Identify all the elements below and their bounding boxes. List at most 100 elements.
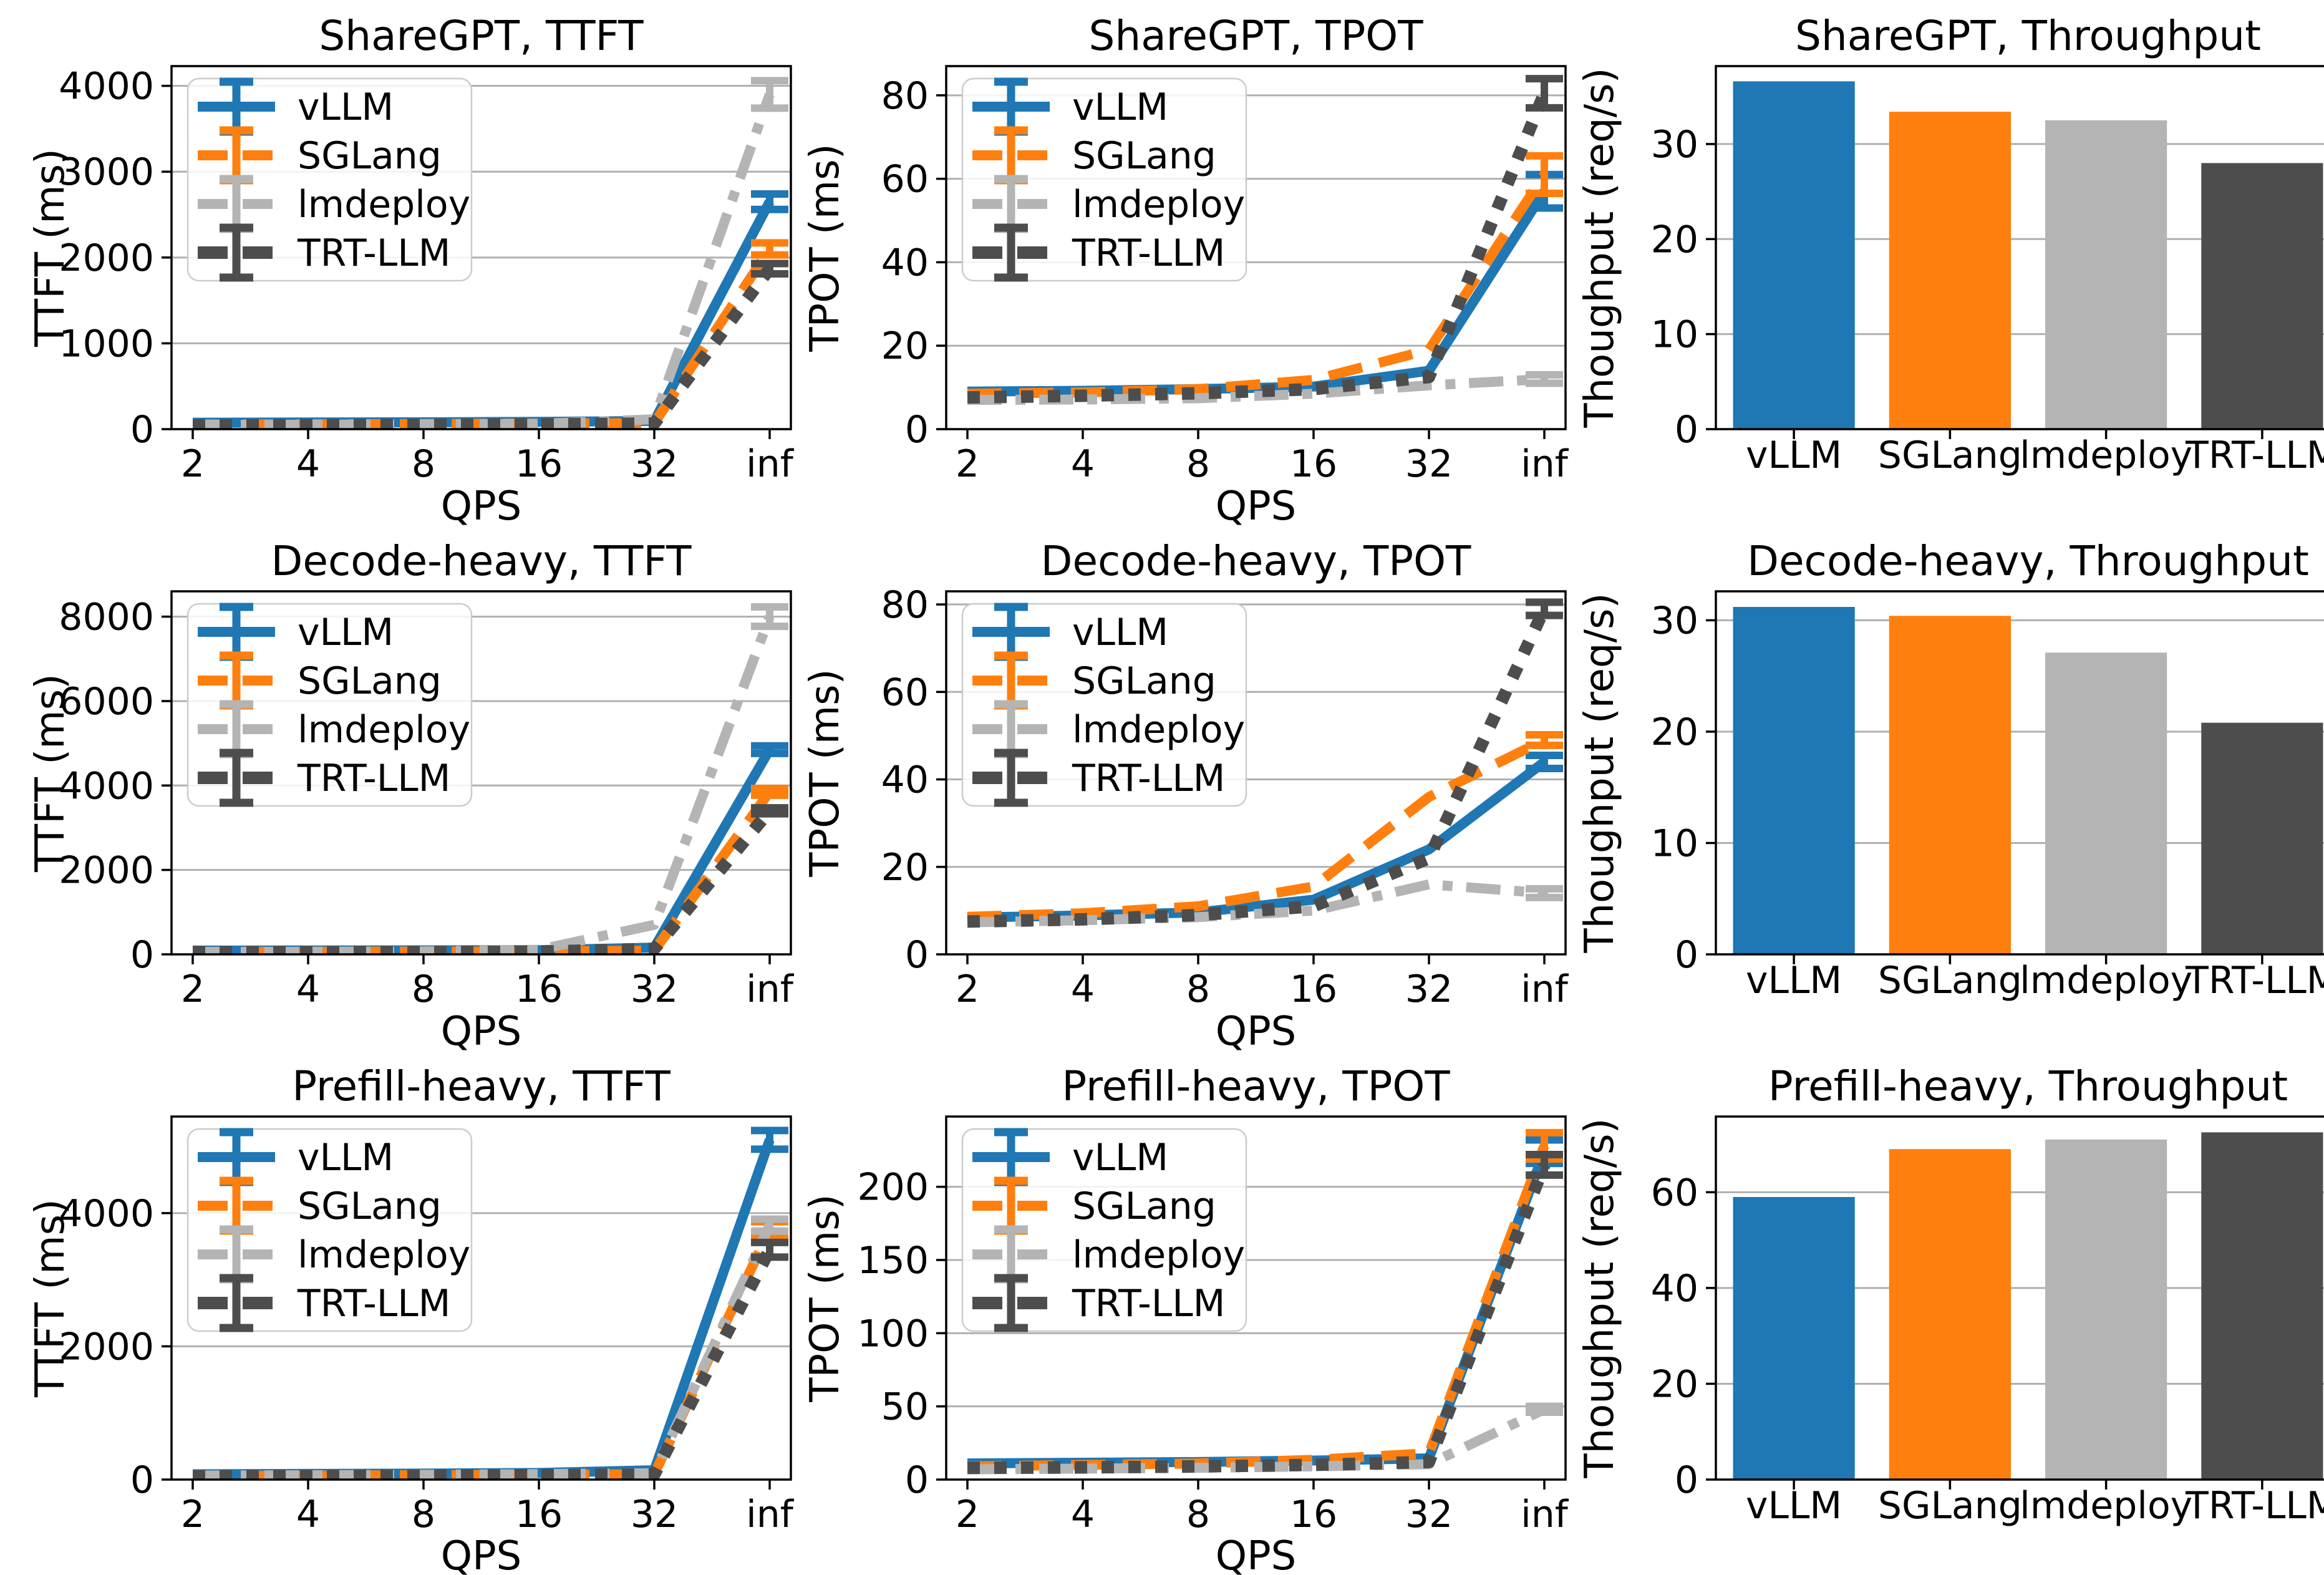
bar-vLLM [1733,606,1855,954]
y-tick-label: 2000 [59,236,154,280]
y-tick-label: 20 [1651,1362,1698,1406]
bar-TRT-LLM [2201,1132,2323,1480]
x-axis-label: QPS [441,1533,522,1575]
y-tick-label: 1000 [59,322,154,366]
y-tick-label: 20 [1651,218,1698,261]
x-tick-label: SGLang [1878,1484,2022,1528]
error-bar-SGLang [751,785,788,799]
error-bar-TRT-LLM [751,804,788,818]
chart-prefill-heavy-ttft: Prefill-heavy, TTFT TTFT (ms) 0 2000 4000 2 4 8… [25,1060,795,1575]
series-line-SGLang [192,788,774,954]
y-tick-label: 0 [1675,933,1698,977]
legend-entry-vLLM: vLLM [198,603,394,661]
axes-frame [945,65,1567,430]
legend-entry-vLLM: vLLM [972,1128,1168,1186]
y-axis-label: TTFT (ms) [27,1199,74,1398]
y-tick-label: 20 [1651,710,1698,754]
legend-label: TRT-LLM [1072,231,1225,275]
bar-lmdeploy [2045,120,2167,429]
x-tick-label: 4 [1071,967,1095,1011]
series-line-TRT-LLM [192,807,775,954]
x-tick-label: 16 [515,967,563,1011]
error-bar-TRT-LLM [1526,75,1563,112]
chart-prefill-heavy-throughput-svg: Prefill-heavy, Throughput Thoughput (req/… [1577,1062,2324,1528]
legend-entry-SGLang: SGLang [972,1176,1216,1235]
legend-label: lmdeploy [1072,1233,1245,1277]
legend-label: lmdeploy [298,1233,470,1277]
chart-prefill-heavy-tpot: Prefill-heavy, TPOT TPOT (ms) 0 50 100 150 200… [800,1060,1569,1575]
x-tick-label: 2 [956,1493,979,1536]
x-tick-label: 2 [181,967,205,1011]
bar-SGLang [1889,1149,2011,1480]
legend-label: vLLM [1072,85,1168,129]
legend-entry-lmdeploy: lmdeploy [972,700,1245,758]
chart-title: ShareGPT, TPOT [1088,12,1423,60]
x-tick-label: lmdeploy [2020,434,2192,477]
y-axis-label: Thoughput (req/s) [1577,68,1623,429]
bar-vLLM [1733,1196,1855,1480]
y-axis-label: TTFT (ms) [27,674,74,873]
error-bar-SGLang [1526,730,1563,749]
axes-frame [170,65,792,430]
legend: vLLM SGLang lmdeploy TRT-LLM [961,1128,1247,1332]
y-tick-label: 10 [1651,821,1698,865]
legend: vLLM SGLang lmdeploy TRT-LLM [186,603,473,807]
series-line-TRT-LLM [967,1162,1551,1475]
legend: vLLM SGLang lmdeploy TRT-LLM [186,77,473,282]
legend-entry-SGLang: SGLang [198,126,442,185]
y-tick-label: 0 [905,933,929,977]
y-tick-label: 10 [1651,313,1698,357]
y-tick-label: 0 [1675,408,1698,452]
legend-entry-lmdeploy: lmdeploy [198,700,470,758]
x-axis-label: QPS [1216,483,1297,530]
chart-sharegpt-tpot: ShareGPT, TPOT TPOT (ms) 0 20 40 60 80 2 4 8 16 32 i… [800,10,1569,530]
error-bar-lmdeploy [751,1215,788,1235]
y-tick-label: 100 [857,1312,929,1355]
axes-frame [1715,590,2324,956]
x-tick-label: 32 [1405,442,1453,486]
y-tick-label: 0 [1675,1458,1698,1502]
x-tick-label: inf [1521,1493,1569,1536]
x-tick-label: lmdeploy [2020,959,2192,1002]
legend-label: TRT-LLM [1072,757,1225,800]
series-line-lmdeploy [192,92,775,429]
x-tick-label: 2 [956,442,979,486]
x-tick-label: inf [746,967,795,1011]
chart-title: Prefill-heavy, TPOT [1062,1062,1450,1110]
chart-sharegpt-throughput-svg: ShareGPT, Throughput Thoughput (req/s) 0 10… [1577,12,2324,477]
legend-entry-TRT-LLM: TRT-LLM [198,749,450,807]
error-bar-TRT-LLM [751,1238,788,1261]
chart-decode-heavy-ttft-svg: Decode-heavy, TTFT TTFT (ms) 0 2000 4000 6000… [27,537,795,1055]
y-tick-label: 20 [881,324,929,368]
legend-entry-SGLang: SGLang [198,651,442,710]
error-bar-vLLM [751,742,788,757]
chart-decode-heavy-throughput: Decode-heavy, Throughput Thoughput (req/s… [1574,535,2324,1040]
y-tick-label: 2000 [59,1325,154,1369]
legend-entry-TRT-LLM: TRT-LLM [972,1274,1225,1332]
axes-frame [170,590,792,956]
chart-title: Prefill-heavy, TTFT [292,1062,671,1110]
y-tick-label: 0 [130,933,154,977]
x-tick-label: 32 [1405,1493,1453,1536]
chart-title: Prefill-heavy, Throughput [1768,1062,2288,1110]
bar-lmdeploy [2045,652,2167,954]
legend-entry-TRT-LLM: TRT-LLM [972,749,1225,807]
x-tick-label: 4 [1071,1493,1095,1536]
error-bar-SGLang [751,239,788,259]
legend-entry-lmdeploy: lmdeploy [198,1225,470,1284]
series-line-SGLang [967,735,1547,922]
x-axis-label: QPS [441,483,522,530]
series-line-lmdeploy [192,614,775,954]
x-axis-label: QPS [1216,1009,1297,1055]
y-axis-label: TPOT (ms) [802,143,848,352]
legend-entry-SGLang: SGLang [198,1176,442,1235]
chart-prefill-heavy-tpot-svg: Prefill-heavy, TPOT TPOT (ms) 0 50 100 150 200… [802,1062,1569,1575]
x-axis-label: QPS [1216,1533,1297,1575]
legend-box [961,1128,1247,1332]
x-tick-label: 16 [1290,967,1337,1011]
chart-decode-heavy-ttft: Decode-heavy, TTFT TTFT (ms) 0 2000 4000 6000… [25,535,795,1055]
error-bar-TRT-LLM [751,259,788,278]
legend-entry-lmdeploy: lmdeploy [198,175,470,233]
legend-entry-vLLM: vLLM [972,77,1168,136]
